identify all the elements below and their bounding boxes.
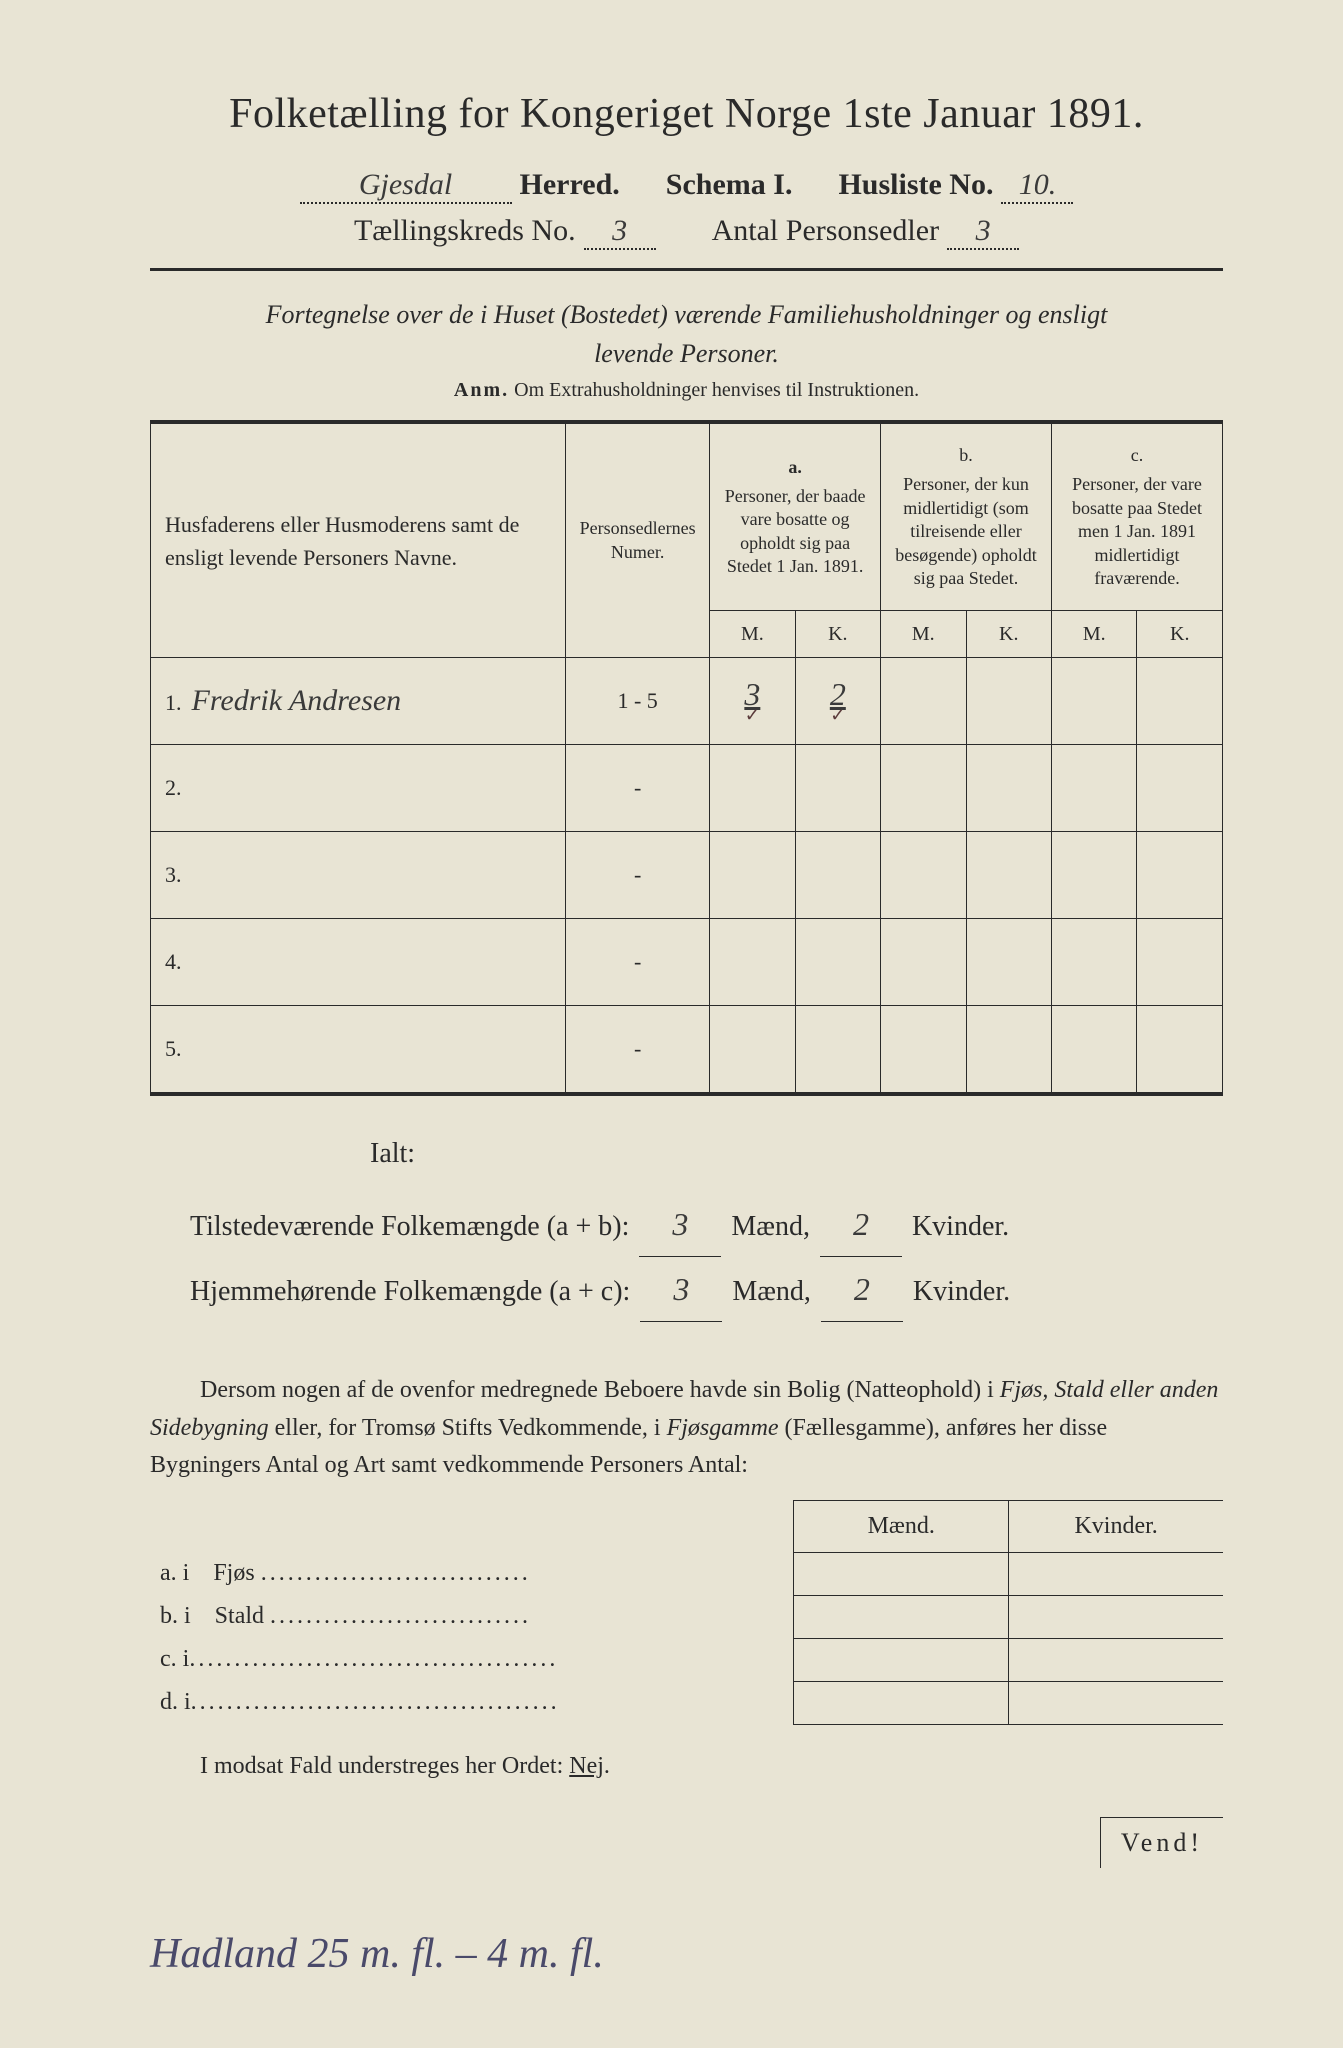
husliste-value: 10.: [1001, 168, 1073, 204]
page-title: Folketælling for Kongeriget Norge 1ste J…: [150, 90, 1223, 138]
totals-line-2: Hjemmehørende Folkemængde (a + c): 3 Mæn…: [190, 1257, 1223, 1322]
table-row: 2. -: [151, 745, 1223, 832]
schema-label: Schema I.: [666, 168, 793, 202]
side-row: d. i....................................…: [150, 1681, 1223, 1724]
col-b-k: K.: [966, 611, 1051, 658]
subtitle-line1: Fortegnelse over de i Huset (Bostedet) v…: [266, 300, 1108, 329]
kreds-label: Tællingskreds No.: [354, 214, 576, 248]
anm-label: Anm.: [454, 379, 509, 401]
col-numer-header: Personsedlernes Numer.: [566, 422, 710, 658]
census-form-page: Folketælling for Kongeriget Norge 1ste J…: [0, 0, 1343, 2048]
col-a-k: K.: [795, 611, 880, 658]
herred-value: Gjesdal: [300, 168, 512, 204]
bottom-handwriting: Hadland 25 m. fl. – 4 m. fl.: [150, 1930, 604, 1978]
ialt-label: Ialt:: [370, 1126, 1223, 1182]
anm-note: Anm. Om Extrahusholdninger henvises til …: [150, 379, 1223, 402]
totals-section: Ialt: Tilstedeværende Folkemængde (a + b…: [190, 1126, 1223, 1322]
col-name-header: Husfaderens eller Husmoderens samt de en…: [151, 422, 566, 658]
col-b-m: M.: [881, 611, 966, 658]
modsat-line: I modsat Fald understreges her Ordet: Ne…: [150, 1753, 1223, 1780]
side-maend-header: Mænd.: [794, 1500, 1009, 1552]
kreds-value: 3: [584, 214, 656, 250]
totals-line-1: Tilstedeværende Folkemængde (a + b): 3 M…: [190, 1192, 1223, 1257]
divider: [150, 268, 1223, 271]
table-row: 4. -: [151, 919, 1223, 1006]
husliste-label: Husliste No.: [838, 168, 993, 202]
personsedler-value: 3: [947, 214, 1019, 250]
header-row-1: Gjesdal Herred. Schema I. Husliste No. 1…: [150, 168, 1223, 204]
nej-word: Nej: [569, 1753, 604, 1779]
table-row: 5. -: [151, 1006, 1223, 1095]
anm-text: Om Extrahusholdninger henvises til Instr…: [514, 379, 919, 401]
herred-label: Herred.: [520, 168, 620, 202]
col-c-header: c. Personer, der vare bosatte paa Stedet…: [1051, 422, 1222, 611]
col-c-m: M.: [1051, 611, 1136, 658]
col-b-header: b. Personer, der kun midlertidigt (som t…: [881, 422, 1052, 611]
personsedler-label: Antal Personsedler: [712, 214, 939, 248]
side-row: c. i....................................…: [150, 1638, 1223, 1681]
table-row: 1.Fredrik Andresen 1 - 5 3✓ 2✓: [151, 658, 1223, 745]
side-kvinder-header: Kvinder.: [1009, 1500, 1223, 1552]
main-table: Husfaderens eller Husmoderens samt de en…: [150, 420, 1223, 1096]
header-row-2: Tællingskreds No. 3 Antal Personsedler 3: [150, 214, 1223, 250]
subtitle-line2: levende Personer.: [594, 339, 779, 368]
vend-box: Vend!: [1100, 1817, 1223, 1868]
col-c-k: K.: [1137, 611, 1223, 658]
side-row: b. i Stald .............................: [150, 1595, 1223, 1638]
subtitle: Fortegnelse over de i Huset (Bostedet) v…: [150, 295, 1223, 373]
side-row: a. i Fjøs ..............................: [150, 1552, 1223, 1595]
col-a-header: a. Personer, der baade vare bosatte og o…: [710, 422, 881, 611]
table-row: 3. -: [151, 832, 1223, 919]
building-paragraph: Dersom nogen af de ovenfor medregnede Be…: [150, 1372, 1223, 1484]
side-table: Mænd. Kvinder. a. i Fjøs ...............…: [150, 1500, 1223, 1725]
col-a-m: M.: [710, 611, 795, 658]
table-body: 1.Fredrik Andresen 1 - 5 3✓ 2✓ 2. - 3. -…: [151, 658, 1223, 1095]
